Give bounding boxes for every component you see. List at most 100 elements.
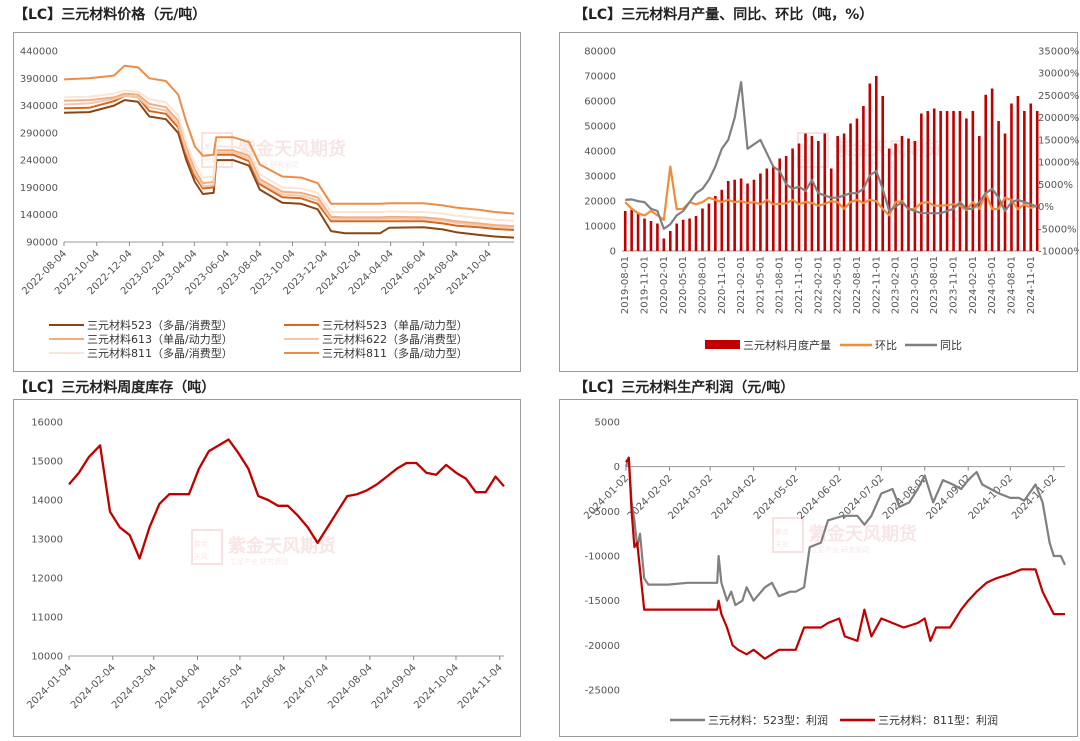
- y-tick-label: 10000%: [1038, 158, 1079, 169]
- x-tick-label: 2020-05-01: [678, 256, 689, 314]
- bar: [1023, 111, 1026, 251]
- bar: [913, 141, 917, 251]
- x-tick-label: 2024-07-04: [282, 662, 331, 711]
- bar: [714, 196, 717, 251]
- bar: [920, 113, 923, 251]
- y-tick-label: 15000: [31, 457, 63, 468]
- bar: [958, 111, 962, 251]
- y-tick-label: -20000: [585, 641, 620, 652]
- x-tick-label: 2024-10-04: [412, 662, 461, 711]
- legend-label: 三元材料：523型：利润: [708, 713, 828, 727]
- watermark-seal: [191, 529, 223, 565]
- x-tick-label: 2023-05-01: [910, 256, 921, 314]
- y-tick-label: -10000: [585, 552, 620, 563]
- bar: [797, 143, 801, 251]
- bar: [726, 181, 730, 251]
- watermark-seal-text: 紫金: [204, 142, 218, 151]
- bar: [675, 223, 679, 251]
- bar: [823, 133, 827, 251]
- x-tick-label: 2023-11-01: [949, 256, 960, 314]
- bar: [952, 111, 955, 251]
- bar: [636, 213, 640, 251]
- x-tick-label: 2021-11-01: [794, 256, 805, 314]
- y-tick-label: 290000: [20, 128, 58, 139]
- series-line-0: [624, 456, 1066, 607]
- bar: [701, 208, 704, 251]
- bar: [894, 143, 897, 251]
- x-tick-label: 2022-08-01: [852, 256, 863, 314]
- series-line-0: [63, 99, 515, 239]
- y-tick-label: -5000: [591, 507, 620, 518]
- bar: [926, 111, 930, 251]
- x-tick-label: 2020-02-01: [659, 256, 670, 314]
- bar: [849, 123, 852, 251]
- chart-inventory: 10000 11000 12000 13000 14000 15000 16000 2024-…: [25, 418, 505, 712]
- bar: [681, 219, 685, 251]
- bar: [771, 166, 775, 251]
- y-tick-label: 190000: [20, 183, 58, 194]
- x-tick-label: 2022-05-01: [833, 256, 844, 314]
- legend-label: 三元材料523（多晶/消费型）: [87, 318, 233, 332]
- series-line-0: [68, 438, 505, 560]
- bar: [810, 136, 814, 251]
- y-tick-label: 10000: [31, 652, 63, 663]
- chart-box-price: 90000 140000 190000 240000 290000 340000 39000…: [13, 32, 521, 372]
- x-tick-label: 2019-11-01: [640, 256, 651, 314]
- y-tick-label: 0: [610, 247, 616, 258]
- y-tick-label: 50000: [584, 122, 616, 133]
- watermark-seal-text: 紫金: [800, 142, 814, 151]
- y-tick-label: 5000%: [1038, 180, 1073, 191]
- bar: [804, 133, 807, 251]
- series-line-2: [63, 92, 515, 228]
- y-tick-label: -5000%: [1038, 224, 1077, 235]
- x-tick-label: 2024-01-04: [25, 662, 74, 711]
- bar: [668, 231, 672, 251]
- bar: [630, 209, 633, 251]
- bar: [855, 118, 859, 251]
- x-tick-label: 2021-08-01: [775, 256, 786, 314]
- legend-swatch: [705, 340, 740, 349]
- bar: [759, 173, 762, 251]
- series-line-3: [63, 94, 515, 229]
- panel-output: 【LC】三元材料月产量、同比、环比（吨，%） 0 10000 20000 30000 4…: [545, 0, 1080, 375]
- watermark-seal-text: 天风: [194, 553, 208, 561]
- chart-title-output: 【LC】三元材料月产量、同比、环比（吨，%）: [574, 7, 874, 23]
- chart-title-price: 【LC】三元材料价格（元/吨）: [14, 7, 207, 23]
- bar: [623, 211, 627, 251]
- bar: [965, 118, 968, 251]
- y-tick-label: 0%: [1038, 202, 1054, 213]
- x-tick-label: 2024-11-01: [1026, 256, 1037, 314]
- x-tick-label: 2024-05-01: [987, 256, 998, 314]
- y-tick-label: 390000: [20, 74, 58, 85]
- bar: [707, 203, 711, 251]
- bar: [939, 111, 942, 251]
- x-tick-label: 2021-05-01: [755, 256, 766, 314]
- bar: [836, 136, 839, 251]
- watermark-text: 紫金天风期货: [228, 535, 336, 557]
- bar: [907, 138, 910, 251]
- legend-label: 三元材料：811型：利润: [878, 713, 998, 727]
- panel-price: 【LC】三元材料价格（元/吨） 90000 140000 190000 240000 2…: [0, 0, 530, 375]
- y-tick-label: 12000: [31, 574, 63, 585]
- y-tick-label: 70000: [584, 72, 616, 83]
- bar: [887, 148, 891, 251]
- bar: [688, 218, 691, 251]
- bar: [868, 83, 872, 251]
- watermark-seal: [772, 517, 804, 553]
- x-tick-label: 2023-08-01: [929, 256, 940, 314]
- chart-box-inventory: 10000 11000 12000 13000 14000 15000 16000 2024-…: [13, 399, 521, 737]
- watermark-subtext: 立足产业 研究驱动: [240, 160, 298, 169]
- chart-title-profit: 【LC】三元材料生产利润（元/吨）: [574, 380, 795, 396]
- bar: [752, 179, 756, 251]
- panel-profit: 【LC】三元材料生产利润（元/吨） -25000 -20000 -15000 -100…: [545, 375, 1080, 741]
- series-line-1: [63, 94, 515, 231]
- y-tick-label: -15000: [585, 596, 620, 607]
- bar: [765, 168, 769, 251]
- legend-label: 三元材料523（单晶/动力型）: [322, 318, 468, 332]
- y-tick-label: 15000%: [1038, 135, 1079, 146]
- x-tick-label: 2023-02-01: [891, 256, 902, 314]
- bar: [817, 141, 820, 251]
- bar: [881, 96, 885, 251]
- bar: [694, 216, 698, 251]
- bar: [990, 88, 994, 251]
